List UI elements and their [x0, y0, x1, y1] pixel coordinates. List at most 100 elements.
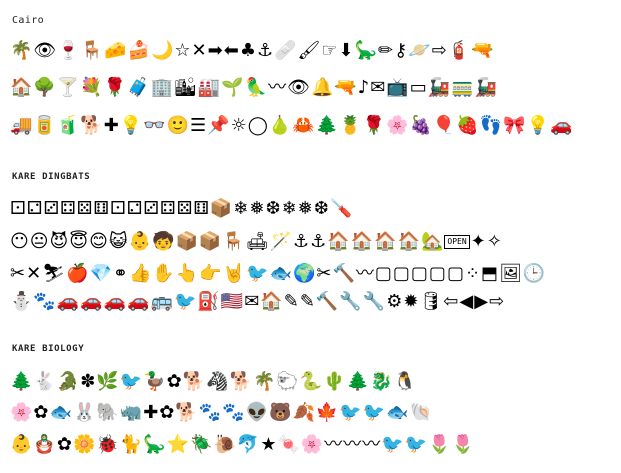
- glyph-icon: ❆: [265, 198, 281, 219]
- glyph-icon: 🌸: [300, 434, 324, 455]
- glyph-icon: 🚗: [549, 115, 573, 136]
- glyph-icon: 🐾: [222, 402, 245, 423]
- cairo-glyph-row-1: 🌴 👁 🍷 🪑 🧀 🍰 🌙 ☆ ✕ ➡ ⬅ ♣ ⚓ 🩹 🖌 ☞ ⬇ 🦕 ✏ ⚷ 🪐 ⇨ 🧯 🔫: [10, 38, 610, 64]
- glyph-icon: 🧀: [104, 40, 127, 61]
- glyph-icon: 👁: [33, 40, 57, 61]
- glyph-icon: ▭: [409, 77, 427, 98]
- glyph-icon: 🐦: [173, 291, 197, 312]
- glyph-icon: 🦓: [206, 371, 229, 392]
- glyph-icon: 🐦: [119, 371, 143, 392]
- cairo-glyph-row-3: 🚚 🥫 🧃 🐕 ✚ 💡 👓 🙂 ☰ 📌 ☼ ◯ 🍐 🦀 🌲 🍍 🌹 🌸 🍇 🎈 🍓 👣 🎀 💡 🚗: [10, 113, 610, 139]
- glyph-icon: 🇺🇸: [220, 291, 244, 312]
- glyph-icon: 🦕: [354, 40, 378, 61]
- glyph-icon: 🌙: [150, 40, 174, 61]
- glyph-icon: 🧯: [447, 40, 471, 61]
- glyph-icon: 🐚: [409, 402, 433, 423]
- glyph-icon: ✎: [299, 291, 315, 312]
- glyph-icon: 📌: [207, 115, 230, 136]
- glyph-icon: 💐: [80, 77, 103, 98]
- glyph-icon: 🧃: [56, 115, 80, 136]
- glyph-icon: 🏠: [10, 77, 33, 98]
- glyph-icon: ⚓: [310, 231, 327, 252]
- glyph-icon: ⚁: [126, 198, 143, 219]
- glyph-icon: 🌲: [346, 371, 370, 392]
- glyph-icon: 🍓: [456, 115, 479, 136]
- glyph-icon: 🍬: [277, 434, 300, 455]
- glyph-icon: ☼: [230, 115, 247, 136]
- glyph-icon: 🧒: [152, 231, 175, 252]
- glyph-icon: 🏢: [150, 77, 173, 98]
- glyph-icon: ✎: [283, 291, 299, 312]
- dingbats-glyph-row-4: ⛄ 🐾 🚗 🚗 🚗 🚗 🚌 🐦 ⛽ 🇺🇸 ✉ 🏠 ✎ ✎ 🔨 🔧 🔧 ⚙ ✹ 🛢 ⇦ ◀ ▶ ⇨: [10, 289, 610, 315]
- cairo-glyph-row-2: 🏠 🌳 🍸 💐 🌹 🧳 🏢 🏙 🏭 🌱 🦜 〰 👁 🔔 🔫 ♪ ✉ 📺 ▭ 🚂 🚃 🚂: [10, 75, 610, 101]
- glyph-icon: 🔫: [471, 40, 494, 61]
- glyph-icon: 🌿: [96, 371, 119, 392]
- dingbats-glyph-row-2: 😶 😐 😈 😇 😊 😺 👶 🧒 📦 📦 🪑 🛋 🪄 ⚓ ⚓ 🏠 🏠 🏠 🏠 🏡 OPEN ✦ ✧: [10, 229, 610, 255]
- glyph-icon: ✋: [152, 263, 175, 284]
- glyph-icon: 🍐: [268, 115, 292, 136]
- glyph-icon: 🍸: [56, 77, 80, 98]
- glyph-icon: 🏠: [260, 291, 283, 312]
- glyph-icon: 🐦: [339, 402, 362, 423]
- glyph-icon: 🐟: [386, 402, 409, 423]
- glyph-icon: 😈: [49, 231, 69, 252]
- glyph-icon: ◀: [459, 291, 474, 312]
- glyph-icon: 🕒: [522, 263, 546, 284]
- glyph-icon: 🏠: [374, 231, 397, 252]
- glyph-icon: ⚄: [76, 198, 93, 219]
- glyph-icon: 🎈: [432, 115, 456, 136]
- glyph-icon: 😇: [69, 231, 89, 252]
- glyph-icon: 🐌: [213, 434, 236, 455]
- glyph-icon: 👆: [175, 263, 199, 284]
- glyph-icon: 🐬: [236, 434, 260, 455]
- glyph-icon: ✕: [191, 40, 207, 61]
- glyph-icon: ☞: [321, 40, 338, 61]
- glyph-icon: ▢: [374, 263, 392, 284]
- glyph-icon: ✂: [10, 263, 26, 284]
- glyph-icon: 🌹: [362, 115, 386, 136]
- glyph-icon: 🍍: [339, 115, 362, 136]
- glyph-icon: 🏠: [350, 231, 374, 252]
- glyph-icon: ⚓: [256, 40, 274, 61]
- glyph-icon: ⚀: [109, 198, 126, 219]
- glyph-icon: 🍇: [409, 115, 432, 136]
- glyph-icon: 〰: [343, 434, 362, 455]
- glyph-icon: 😺: [108, 231, 128, 252]
- glyph-icon: 🚗: [56, 291, 80, 312]
- glyph-icon: 🐞: [96, 434, 119, 455]
- glyph-icon: 🐟: [269, 263, 292, 284]
- glyph-icon: ✿: [159, 402, 175, 423]
- glyph-icon: 🪐: [408, 40, 431, 61]
- glyph-icon: ♣: [239, 40, 256, 61]
- glyph-icon: 👓: [143, 115, 166, 136]
- glyph-icon: 🪆: [33, 434, 56, 455]
- glyph-icon: ▢: [392, 263, 410, 284]
- glyph-icon: ▢: [428, 263, 446, 284]
- glyph-icon: 🧳: [127, 77, 150, 98]
- glyph-icon: ⇦: [443, 291, 459, 312]
- glyph-icon: 💎: [89, 263, 112, 284]
- section-title-kare-dingbats: KARE DINGBATS: [12, 172, 91, 182]
- glyph-icon: 🚗: [80, 291, 103, 312]
- dingbats-glyph-row-3: ✂ ✕ ⛷ 🍎 💎 ⚭ 👍 ✋ 👆 👉 🤘 🐦 🐟 🌍 ✂ 🔨 〰 ▢ ▢ ▢ ▢ ▢ ⁘ ⬒ 🖼 🕒: [10, 261, 610, 287]
- glyph-icon: ◯: [247, 115, 268, 136]
- biology-glyph-row-3: 👶 🪆 ✿ 🌼 🐞 🐈 🦕 ⭐ 🪲 🐌 🐬 ★ 🍬 🌸 〰〰〰 🐦 🐦 🌷 🌷: [10, 432, 610, 458]
- glyph-icon: 🐊: [56, 371, 80, 392]
- glyph-icon: 〰: [324, 434, 343, 455]
- glyph-icon: ✿: [33, 402, 49, 423]
- glyph-icon: ⇨: [431, 40, 447, 61]
- glyph-icon: ✚: [103, 115, 119, 136]
- glyph-icon: 💡: [526, 115, 549, 136]
- glyph-icon: ⚭: [112, 263, 128, 284]
- glyph-icon: ▢: [446, 263, 464, 284]
- biology-glyph-row-1: 🌲 🐇 🐊 ✽ 🌿 🐦 🦆 ✿ 🐕 🦓 🐕 🌴 🐑 🐍 🌵 🌲 🐉 🐧: [10, 369, 610, 395]
- glyph-icon: 🚌: [150, 291, 173, 312]
- glyph-icon: 🐦: [362, 402, 386, 423]
- glyph-icon: 🖼: [499, 263, 522, 284]
- glyph-icon: 🖌: [297, 40, 321, 61]
- glyph-icon: 🐕: [80, 115, 103, 136]
- glyph-icon: ✿: [166, 371, 182, 392]
- glyph-icon: 👶: [10, 434, 33, 455]
- glyph-icon: 🔧: [339, 291, 362, 312]
- glyph-icon: 🐰: [72, 402, 96, 423]
